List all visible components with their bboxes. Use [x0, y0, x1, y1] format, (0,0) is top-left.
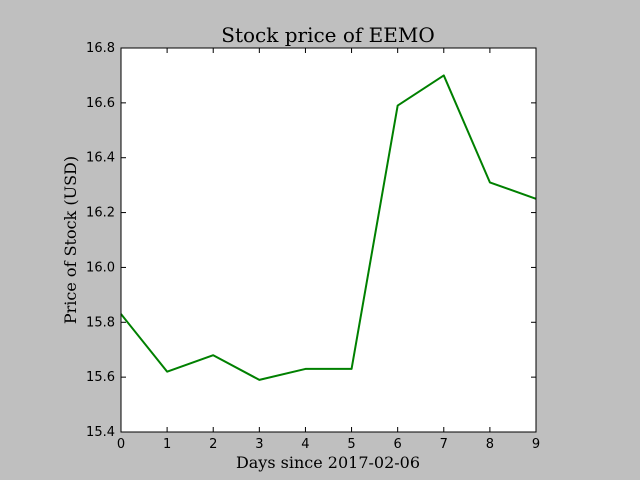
x-tick-label: 9 [532, 437, 540, 452]
y-tick-label: 15.8 [86, 315, 115, 330]
plot-area [121, 48, 536, 432]
y-tick-label: 16.6 [86, 96, 115, 111]
x-tick-label: 8 [486, 437, 494, 452]
x-tick-label: 1 [163, 437, 171, 452]
y-tick-label: 16.0 [86, 260, 115, 275]
y-tick-label: 15.4 [86, 425, 115, 440]
x-tick-label: 4 [301, 437, 309, 452]
plot-frame [120, 47, 537, 433]
x-tick-label: 5 [347, 437, 355, 452]
y-axis-label: Price of Stock (USD) [61, 156, 80, 324]
y-tick-label: 15.6 [86, 370, 115, 385]
x-tick-label: 6 [394, 437, 402, 452]
x-tick-label: 0 [117, 437, 125, 452]
x-axis-label: Days since 2017-02-06 [236, 453, 420, 472]
x-tick-label: 7 [440, 437, 448, 452]
chart-title: Stock price of EEMO [221, 23, 435, 47]
series-line [120, 74, 537, 381]
y-tick-label: 16.8 [86, 41, 115, 56]
y-tick-label: 16.2 [86, 206, 115, 221]
x-tick-label: 3 [255, 437, 263, 452]
x-tick-label: 2 [209, 437, 217, 452]
y-tick-label: 16.4 [86, 151, 115, 166]
